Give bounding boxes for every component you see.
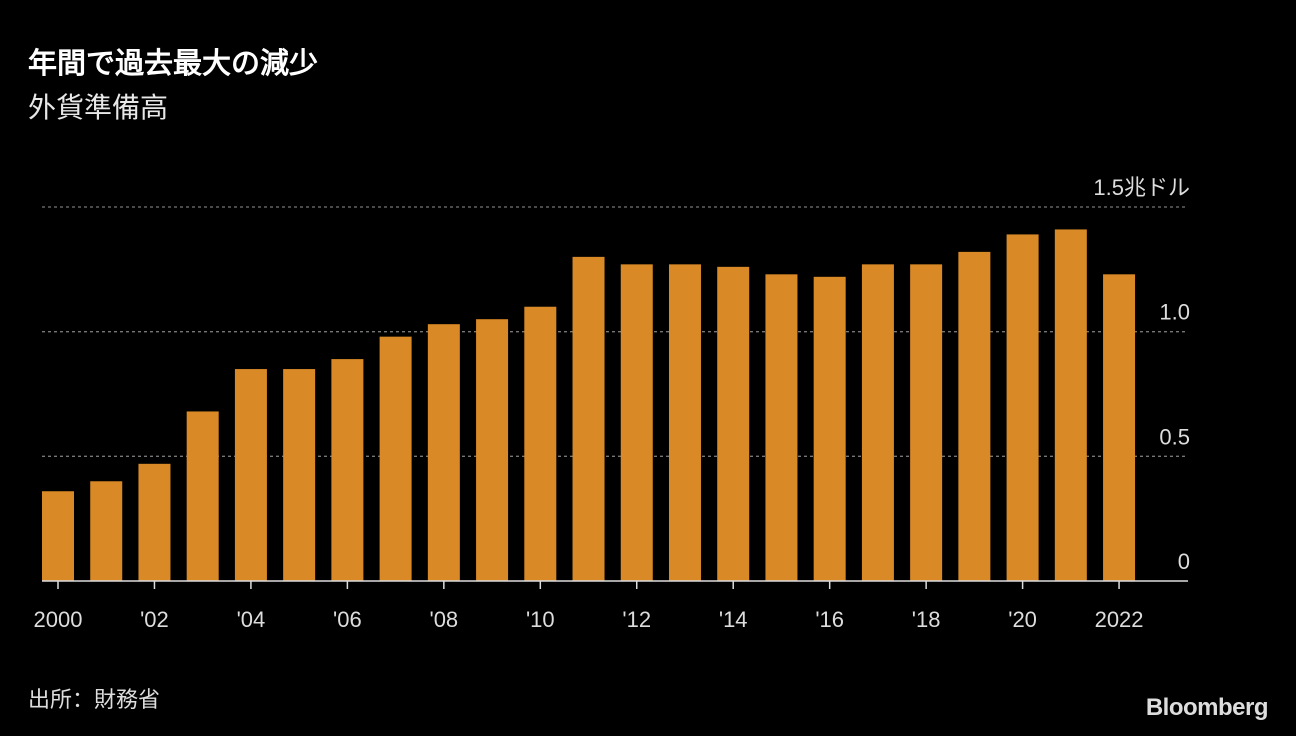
bar-2009 bbox=[476, 319, 509, 581]
x-tick-label: 2022 bbox=[1095, 607, 1144, 632]
bloomberg-logo: Bloomberg bbox=[1145, 694, 1269, 721]
bar-2014 bbox=[717, 266, 750, 581]
bar-2006 bbox=[331, 359, 364, 581]
bar-2010 bbox=[524, 306, 557, 581]
bar-2007 bbox=[379, 336, 412, 581]
bar-2005 bbox=[283, 369, 316, 581]
x-tick-label: '18 bbox=[912, 607, 941, 632]
bar-2003 bbox=[186, 411, 219, 581]
bar-2012 bbox=[620, 264, 653, 581]
y-tick-label: 1.0 bbox=[1159, 300, 1190, 325]
bar-2015 bbox=[765, 274, 798, 581]
x-tick-label: '20 bbox=[1008, 607, 1037, 632]
x-tick-label: '08 bbox=[430, 607, 459, 632]
bar-2019 bbox=[958, 251, 991, 581]
bar-2018 bbox=[910, 264, 943, 581]
bar-2011 bbox=[572, 256, 605, 581]
bar-2021 bbox=[1054, 229, 1087, 581]
bar-2020 bbox=[1006, 234, 1039, 581]
x-tick-label: '14 bbox=[719, 607, 748, 632]
y-tick-label: 0.5 bbox=[1159, 424, 1190, 449]
x-tick-label: '06 bbox=[333, 607, 362, 632]
bar-2008 bbox=[427, 324, 460, 581]
x-tick-label: 2000 bbox=[34, 607, 83, 632]
bar-2022 bbox=[1103, 274, 1136, 581]
bar-2002 bbox=[138, 463, 171, 581]
x-tick-label: '16 bbox=[815, 607, 844, 632]
bar-2004 bbox=[234, 369, 267, 581]
bar-2017 bbox=[861, 264, 894, 581]
chart-title: 年間で過去最大の減少 bbox=[28, 46, 319, 80]
y-tick-label: 1.5兆ドル bbox=[1093, 175, 1190, 200]
bar-2001 bbox=[90, 481, 123, 581]
y-tick-label: 0 bbox=[1178, 549, 1190, 574]
x-tick-label: '10 bbox=[526, 607, 555, 632]
bar-2016 bbox=[813, 276, 846, 581]
bar-2000 bbox=[42, 491, 74, 581]
source-note: 出所：財務省 bbox=[28, 688, 161, 713]
x-tick-label: '12 bbox=[622, 607, 651, 632]
x-tick-label: '02 bbox=[140, 607, 169, 632]
chart-subtitle: 外貨準備高 bbox=[28, 91, 169, 124]
bar-2013 bbox=[668, 264, 701, 581]
x-tick-label: '04 bbox=[237, 607, 266, 632]
